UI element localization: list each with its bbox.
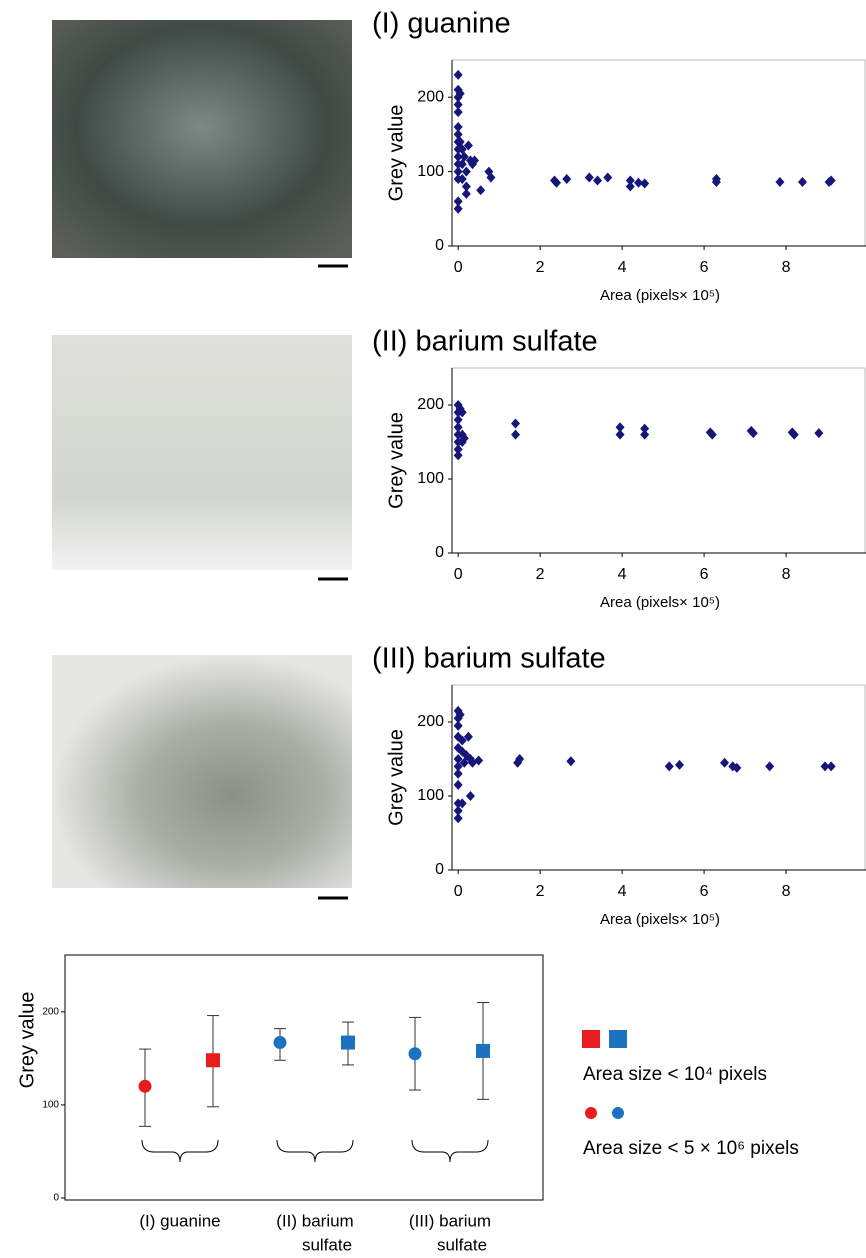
- point: [462, 189, 471, 199]
- x-tick-label: 0: [454, 883, 463, 900]
- x-tick-label: 6: [700, 883, 709, 900]
- point: [454, 107, 463, 117]
- y-tick-label: 200: [417, 396, 444, 413]
- group-brace: [412, 1140, 488, 1162]
- y-tick-label: 100: [42, 1100, 59, 1111]
- y-tick-label: 0: [435, 544, 444, 561]
- y-tick-label: 0: [53, 1193, 59, 1204]
- chart-title: (III) barium sulfate: [372, 643, 606, 675]
- point: [454, 780, 463, 790]
- y-tick-label: 200: [417, 88, 444, 105]
- plot-frame: [65, 955, 543, 1200]
- point: [454, 813, 463, 823]
- x-axis-label: Area (pixels× 10⁵): [600, 911, 720, 928]
- point: [454, 769, 463, 779]
- chart-title: (II) barium sulfate: [372, 326, 598, 358]
- point: [454, 70, 463, 80]
- point: [665, 761, 674, 771]
- x-tick-label: 8: [782, 259, 791, 276]
- x-tick-label: 8: [782, 566, 791, 583]
- legend-label: Area size < 5 × 10⁶ pixels: [583, 1138, 799, 1159]
- x-tick-label: 6: [700, 259, 709, 276]
- micrograph: [52, 655, 352, 888]
- point: [720, 758, 729, 768]
- x-tick-label: 8: [782, 883, 791, 900]
- y-tick-label: 100: [417, 787, 444, 804]
- chart-title: (I) guanine: [372, 8, 511, 40]
- y-axis-label: Grey value: [385, 105, 407, 202]
- y-axis-label: Grey value: [16, 992, 38, 1089]
- legend-marker: [609, 1030, 627, 1048]
- point: [476, 185, 485, 195]
- group-label: sulfate: [437, 1235, 487, 1253]
- x-axis-label: Area (pixels× 10⁵): [600, 594, 720, 611]
- point: [814, 428, 823, 438]
- legend-marker: [612, 1107, 624, 1119]
- group-label: (III) barium: [409, 1211, 491, 1230]
- x-tick-label: 2: [536, 259, 545, 276]
- point: [640, 179, 649, 189]
- legend-label: Area size < 10⁴ pixels: [583, 1064, 767, 1085]
- x-tick-label: 0: [454, 259, 463, 276]
- point: [593, 176, 602, 186]
- y-axis-label: Grey value: [385, 412, 407, 509]
- point: [765, 761, 774, 771]
- group-label: (I) guanine: [139, 1211, 220, 1230]
- x-tick-label: 6: [700, 566, 709, 583]
- point: [466, 791, 475, 801]
- x-tick-label: 0: [454, 566, 463, 583]
- page: (I) guanine010020002468Grey valueArea (p…: [0, 0, 866, 1253]
- point: [454, 204, 463, 214]
- micrograph: [52, 20, 352, 258]
- figure: (I) guanine010020002468Grey valueArea (p…: [0, 0, 866, 1253]
- y-tick-label: 100: [417, 163, 444, 180]
- point: [139, 1080, 152, 1093]
- y-tick-label: 200: [42, 1006, 59, 1017]
- point: [511, 430, 520, 440]
- x-axis-label: Area (pixels× 10⁵): [600, 287, 720, 304]
- point: [626, 181, 635, 191]
- point: [775, 177, 784, 187]
- plot-frame: [452, 685, 865, 870]
- y-tick-label: 0: [435, 237, 444, 254]
- y-tick-label: 100: [417, 470, 444, 487]
- group-label: sulfate: [302, 1235, 352, 1253]
- x-tick-label: 4: [618, 566, 627, 583]
- point: [476, 1044, 490, 1058]
- group-brace: [277, 1140, 353, 1162]
- x-tick-label: 4: [618, 883, 627, 900]
- point: [341, 1036, 355, 1050]
- point: [640, 430, 649, 440]
- point: [454, 721, 463, 731]
- legend-marker: [585, 1107, 597, 1119]
- point: [675, 760, 684, 770]
- x-tick-label: 2: [536, 566, 545, 583]
- micrograph: [52, 335, 352, 570]
- point: [274, 1036, 287, 1049]
- y-axis-label: Grey value: [385, 729, 407, 826]
- point: [454, 450, 463, 460]
- x-tick-label: 4: [618, 259, 627, 276]
- point: [603, 173, 612, 183]
- y-tick-label: 200: [417, 713, 444, 730]
- point: [511, 419, 520, 429]
- point: [616, 430, 625, 440]
- x-tick-label: 2: [536, 883, 545, 900]
- group-label: (II) barium: [276, 1211, 353, 1230]
- point: [206, 1053, 220, 1067]
- y-tick-label: 0: [435, 861, 444, 878]
- plot-frame: [452, 60, 865, 246]
- point: [827, 761, 836, 771]
- group-brace: [142, 1140, 218, 1162]
- point: [798, 177, 807, 187]
- point: [566, 756, 575, 766]
- legend-marker: [582, 1030, 600, 1048]
- point: [562, 174, 571, 184]
- point: [409, 1047, 422, 1060]
- plot-frame: [452, 368, 865, 553]
- point: [585, 173, 594, 183]
